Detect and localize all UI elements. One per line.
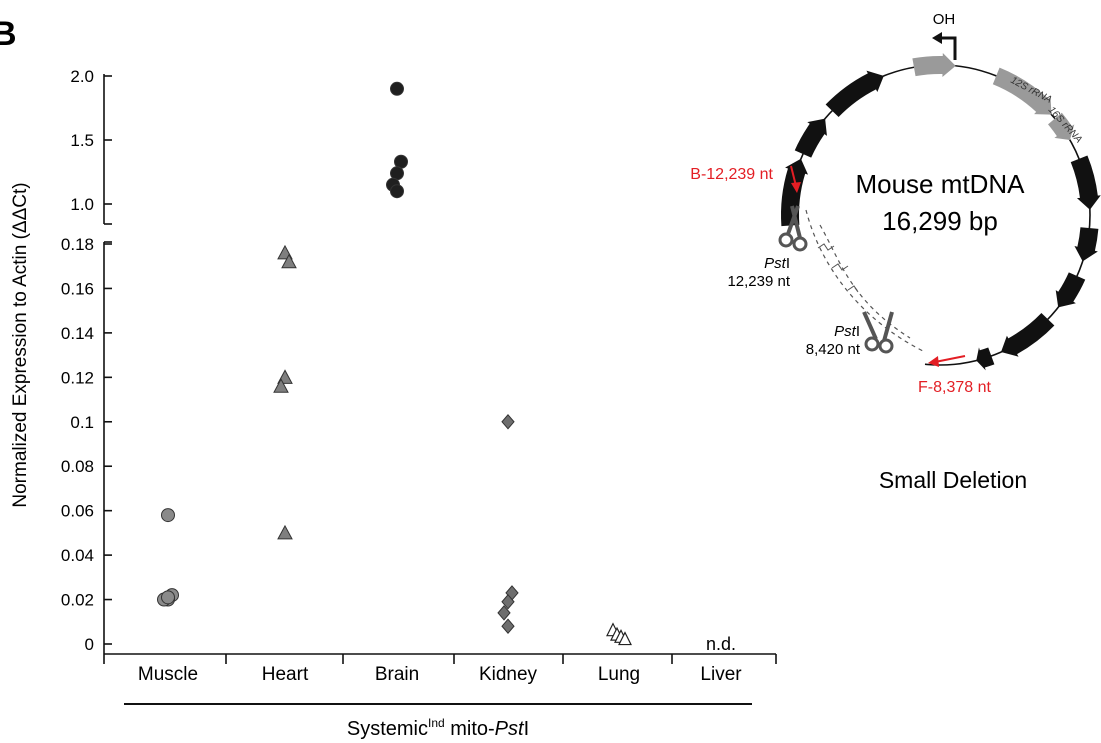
y-tick-label: 0.1 <box>70 413 94 432</box>
scissors-icon <box>862 311 894 354</box>
y-tick-label: 1.0 <box>70 195 94 214</box>
origin-arrow-icon <box>940 36 957 60</box>
y-tick-label: 0.14 <box>61 324 94 343</box>
gene-arrow <box>992 67 1052 115</box>
data-point <box>161 590 175 605</box>
y-tick-label: 0.18 <box>61 235 94 254</box>
data-point <box>501 618 515 634</box>
data-point <box>161 508 175 523</box>
y-tick-label: 0.12 <box>61 368 94 387</box>
mtdna-size: 16,299 bp <box>882 206 998 236</box>
pst1-site1-position: 12,239 nt <box>727 273 790 290</box>
data-point <box>273 378 289 393</box>
gene-arrow <box>1055 272 1086 308</box>
data-point <box>277 524 293 540</box>
gene-arrow <box>781 158 809 227</box>
x-axis: Muscle Heart Brain Kidney Lung Liver <box>103 653 777 685</box>
primer-f-arrowhead-icon <box>928 356 939 367</box>
x-axis-group-label: SystemicInd mito-PstI <box>347 716 529 740</box>
data-annotation: n.d. <box>706 634 736 654</box>
x-tick-label: Muscle <box>138 664 198 685</box>
pst1-site2-enzyme: PstI <box>834 323 860 340</box>
gene-arrow <box>976 347 995 371</box>
gene-arrow <box>1070 155 1101 210</box>
gene-arrow <box>1001 312 1055 357</box>
x-tick-label: Lung <box>598 664 640 685</box>
y-axis-lower: 0 0.02 0.04 0.06 0.08 0.1 0.12 0.14 0.16 0.18 <box>61 235 112 654</box>
x-tick-label: Liver <box>700 664 742 685</box>
data-point <box>618 631 632 646</box>
data-point <box>281 253 297 269</box>
x-tick-label: Brain <box>375 664 419 685</box>
gene-arrow <box>1048 112 1075 140</box>
gene-arrows <box>781 53 1101 371</box>
mtdna-diagram: 12S rRNA 16S rRNA OH Mouse mtDNA 16,299 … <box>690 11 1101 493</box>
data-points: n.d. <box>157 81 736 654</box>
gene-arrow <box>794 118 827 158</box>
data-point <box>501 414 515 430</box>
y-tick-label: 0.02 <box>61 591 94 610</box>
diagram-caption: Small Deletion <box>879 467 1027 493</box>
mtdna-title: Mouse mtDNA <box>855 169 1025 199</box>
primer-b-arrowhead-icon <box>791 182 801 193</box>
deleted-region-dashed-outer <box>805 209 926 353</box>
deleted-segment-fragments <box>817 243 859 293</box>
primer-f-label: F-8,378 nt <box>918 379 991 396</box>
y-tick-label: 0.16 <box>61 279 94 298</box>
data-point <box>390 81 404 96</box>
data-point <box>501 594 515 610</box>
origin-arrowhead-icon <box>932 32 942 44</box>
primer-f-arrow-icon <box>934 355 966 363</box>
y-tick-label: 2.0 <box>70 67 94 86</box>
y-tick-label: 0.06 <box>61 502 94 521</box>
pst1-site2-position: 8,420 nt <box>806 341 861 358</box>
gene-arrow <box>1074 227 1099 262</box>
data-point <box>390 184 404 199</box>
x-tick-label: Kidney <box>479 664 538 685</box>
y-axis-label: Normalized Expression to Actin (ΔΔCt) <box>10 182 31 507</box>
y-axis-upper: 1.0 1.5 2.0 <box>70 67 112 225</box>
pst1-site1-enzyme: PstI <box>764 255 790 272</box>
x-tick-label: Heart <box>262 664 309 685</box>
data-point <box>497 605 511 621</box>
primer-b-label: B-12,239 nt <box>690 166 773 183</box>
y-tick-label: 0 <box>85 635 94 654</box>
scatter-chart: 1.0 1.5 2.0 0 0.02 0.04 0.06 0.08 0.1 0.12 0.14 0.… <box>10 67 777 740</box>
scissors-icon <box>778 205 808 252</box>
panel-letter: B <box>0 15 17 53</box>
origin-oh-label: OH <box>933 11 956 28</box>
y-tick-label: 1.5 <box>70 131 94 150</box>
gene-arrow <box>825 70 884 118</box>
y-tick-label: 0.04 <box>61 546 94 565</box>
gene-arrow <box>912 53 956 78</box>
y-tick-label: 0.08 <box>61 457 94 476</box>
